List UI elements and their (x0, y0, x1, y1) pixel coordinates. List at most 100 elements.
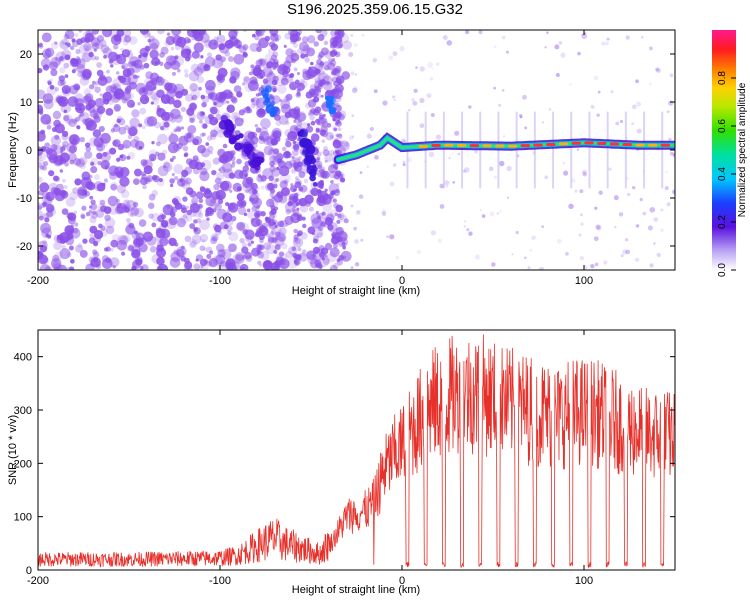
spectrogram-noise-dot (172, 155, 176, 160)
spectrogram-sparse-dot (596, 113, 600, 117)
spectrogram-streak-dot (335, 188, 340, 194)
spectrogram-noise-dot (224, 39, 234, 49)
spectrogram-noise-dot (105, 85, 115, 94)
spectrogram-streak-dot (315, 85, 321, 92)
spectrogram-noise-dot (328, 149, 335, 156)
spectrogram-noise-dot (121, 62, 129, 70)
spectrogram-feature-dot (308, 169, 317, 177)
spectrogram-feature-dot (306, 164, 313, 171)
spectrogram-noise-dot (110, 64, 114, 68)
spectrogram-sparse-dot (350, 204, 354, 208)
spectrogram-sparse-dot (360, 238, 364, 242)
spectrogram-streak-dot (333, 127, 338, 132)
spectrogram-noise-dot (139, 94, 150, 105)
spectrogram-streak-dot (318, 112, 323, 117)
spectrogram-streak-dot (268, 148, 275, 156)
spectrogram-streak-dot (335, 170, 342, 177)
spectrogram-noise-dot (217, 75, 226, 84)
spectrogram-noise-dot (180, 106, 187, 113)
spectrogram-noise-dot (189, 202, 200, 214)
spectrogram-noise-dot (215, 113, 222, 120)
spectrogram-noise-dot (95, 80, 100, 86)
spectrogram-noise-dot (167, 142, 179, 154)
spectrogram-streak-dot (274, 243, 282, 251)
spectrogram-sparse-dot (538, 266, 545, 270)
spectrogram-noise-dot (67, 228, 73, 235)
spectrogram-streak-dot (258, 135, 264, 141)
spectrogram-noise-dot (148, 213, 154, 219)
spectrogram-noise-dot (40, 58, 51, 69)
spectrogram-noise-dot (252, 189, 258, 195)
spectrogram-noise-dot (170, 118, 176, 123)
spectrogram-noise-dot (227, 56, 234, 62)
spectrogram-noise-dot (118, 126, 127, 135)
spectrogram-feature-dot (258, 157, 265, 163)
spectrogram-noise-dot (220, 56, 227, 63)
spectrogram-noise-dot (271, 167, 281, 177)
spectrogram-noise-dot (157, 133, 168, 145)
spectrogram-noise-dot (293, 228, 298, 234)
spectrogram-streak-dot (268, 70, 274, 76)
spectrogram-sparse-dot (647, 225, 653, 231)
spectrogram-noise-dot (151, 92, 160, 102)
spectrogram-noise-dot (81, 52, 92, 63)
spectrogram-sparse-dot (666, 110, 670, 114)
spectrogram-noise-dot (205, 142, 210, 146)
spectrogram-noise-dot (280, 66, 285, 70)
spectrogram-streak-dot (259, 58, 263, 62)
spectrogram-noise-dot (47, 207, 57, 217)
spectrogram-sparse-dot (582, 172, 587, 177)
spectrogram-noise-dot (276, 166, 280, 171)
spectrogram-noise-dot (263, 260, 272, 269)
spectrogram-noise-dot (308, 206, 314, 212)
spectrogram-ylabel: Frequency (Hz) (7, 112, 19, 188)
spectrogram-noise-dot (276, 153, 284, 161)
spectrogram-noise-dot (203, 31, 208, 35)
spectrogram-streak-dot (297, 155, 303, 161)
spectrogram-noise-dot (100, 44, 110, 54)
spectrogram-noise-dot (59, 169, 64, 173)
spectrogram-noise-dot (137, 102, 141, 106)
spectrogram-noise-dot (180, 126, 185, 130)
spectrogram-streak-dot (321, 70, 325, 74)
spectrogram-noise-dot (110, 239, 119, 248)
spectrogram-sparse-dot (361, 33, 365, 37)
spectrogram-noise-dot (86, 181, 96, 191)
spectrogram-streak-dot (269, 133, 277, 141)
spectrogram-noise-dot (213, 183, 220, 191)
spectrogram-sparse-dot (499, 210, 502, 213)
spectrogram-noise-dot (234, 254, 245, 265)
spectrogram-noise-dot (184, 177, 192, 185)
spectrogram-noise-dot (325, 90, 330, 94)
spectrogram-streak-dot (255, 105, 259, 110)
spectrogram-streak-dot (259, 263, 263, 268)
spectrogram-noise-dot (280, 187, 291, 197)
spectrogram-noise-dot (139, 107, 147, 115)
spectrogram-noise-dot (124, 206, 130, 213)
spectrogram-noise-dot (158, 177, 164, 183)
spectrogram-noise-dot (284, 179, 289, 184)
spectrogram-noise-dot (130, 213, 134, 217)
spectrogram-noise-dot (203, 247, 207, 251)
spectrogram-noise-dot (99, 228, 108, 237)
spectrogram-streak-dot (269, 213, 275, 220)
spectrogram-sparse-dot (625, 35, 630, 40)
spectrogram-noise-dot (64, 54, 71, 61)
spectrogram-noise-dot (116, 30, 125, 37)
spectrogram-noise-dot (42, 161, 49, 167)
spectrogram-noise-dot (159, 237, 169, 247)
spectrogram-noise-dot (198, 86, 202, 91)
spectrogram-noise-dot (40, 113, 52, 125)
spectrogram-sparse-dot (374, 155, 379, 160)
spectrogram-noise-dot (250, 218, 255, 223)
spectrogram-noise-dot (127, 83, 131, 87)
spectrogram-noise-dot (285, 93, 293, 101)
spectrogram-streak-dot (321, 139, 326, 143)
spectrogram-sparse-dot (620, 254, 624, 258)
spectrogram-noise-dot (201, 132, 206, 137)
spectrogram-noise-dot (38, 42, 43, 48)
spectrogram-noise-dot (190, 63, 200, 73)
spectrogram-sparse-dot (668, 137, 672, 142)
spectrogram-noise-dot (42, 48, 52, 59)
spectrogram-noise-dot (109, 171, 118, 180)
